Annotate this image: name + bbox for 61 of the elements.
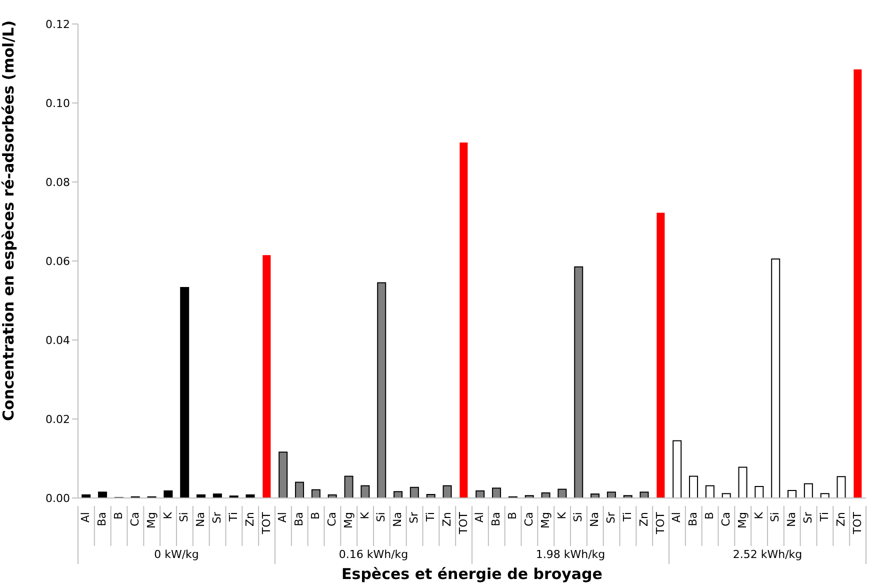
y-tick-label: 0.02 xyxy=(46,412,70,426)
x-tick-label: Ba xyxy=(292,512,306,526)
y-tick-label: 0.12 xyxy=(46,18,70,31)
text: 0.16 kWh/kg xyxy=(338,548,408,561)
x-tick-label: Sr xyxy=(408,512,421,524)
x-tick-label: Sr xyxy=(802,512,815,524)
y-tick-label: 0.00 xyxy=(46,492,70,505)
x-tick-label: Al xyxy=(473,512,486,523)
x-tick-label: Ti xyxy=(226,512,240,522)
x-tick-label: Si xyxy=(572,512,585,522)
text: 1.98 kWh/kg xyxy=(536,548,606,561)
x-tick-label: B xyxy=(112,512,126,520)
x-tick-label: Si xyxy=(768,512,782,522)
x-tick-label: Ca xyxy=(325,512,338,526)
x-tick-label: Mg xyxy=(736,512,749,528)
x-tick-label: TOT xyxy=(850,512,864,536)
x-tick-label: Sr xyxy=(604,512,618,524)
x-tick-label: B xyxy=(506,512,520,520)
x-tick-label: Ba xyxy=(490,512,503,526)
x-tick-label: Zn xyxy=(243,512,256,527)
text: 0 kW/kg xyxy=(154,548,199,561)
x-tick-label: Ti xyxy=(424,512,437,522)
x-tick-label: B xyxy=(703,512,716,520)
x-tick-label: Na xyxy=(785,512,798,527)
x-tick-label: K xyxy=(752,511,766,520)
y-tick-label: 0.04 xyxy=(46,334,70,347)
x-tick-label: Ca xyxy=(128,512,142,526)
x-tick-label: Si xyxy=(374,512,388,522)
x-tick-label: K xyxy=(358,511,372,520)
x-tick-label: Na xyxy=(391,512,404,527)
x-tick-label: Ca xyxy=(719,512,732,526)
x-tick-label: K xyxy=(555,511,568,520)
text: 2.52 kWh/kg xyxy=(732,548,802,561)
x-tick-label: Mg xyxy=(538,512,552,528)
x-tick-label: Mg xyxy=(342,512,355,528)
x-tick-label: Ti xyxy=(818,512,831,522)
x-tick-label: TOT xyxy=(260,512,273,536)
x-tick-label: Al xyxy=(79,512,92,523)
x-tick-label: Na xyxy=(194,512,208,527)
x-tick-label: Ca xyxy=(522,512,536,526)
y-tick-label: 0.06 xyxy=(46,254,70,268)
x-tick-label: Al xyxy=(670,512,684,523)
x-tick-label: K xyxy=(161,511,174,520)
x-tick-label: TOT xyxy=(456,512,470,536)
x-tick-label: Mg xyxy=(144,512,158,528)
y-tick-label: 0.10 xyxy=(46,96,70,110)
x-tick-label: Zn xyxy=(440,512,454,527)
x-tick-label: TOT xyxy=(654,512,667,536)
x-tick-label: Sr xyxy=(210,512,224,524)
y-tick-label: 0.08 xyxy=(46,176,70,189)
x-tick-label: Zn xyxy=(834,512,848,527)
x-tick-label: Ti xyxy=(620,512,634,522)
x-tick-label: Ba xyxy=(96,512,109,526)
x-tick-label: Si xyxy=(178,512,191,522)
x-tick-label: Ba xyxy=(686,512,700,526)
x-tick-label: Al xyxy=(276,512,290,523)
x-tick-label: Zn xyxy=(637,512,650,527)
x-axis-title: Espèces et énergie de broyage xyxy=(342,565,602,583)
x-tick-label: B xyxy=(309,512,322,520)
x-tick-label: Na xyxy=(588,512,602,527)
y-axis-title: Concentration en espèces ré-adsorbées (mol/L) xyxy=(0,20,18,421)
